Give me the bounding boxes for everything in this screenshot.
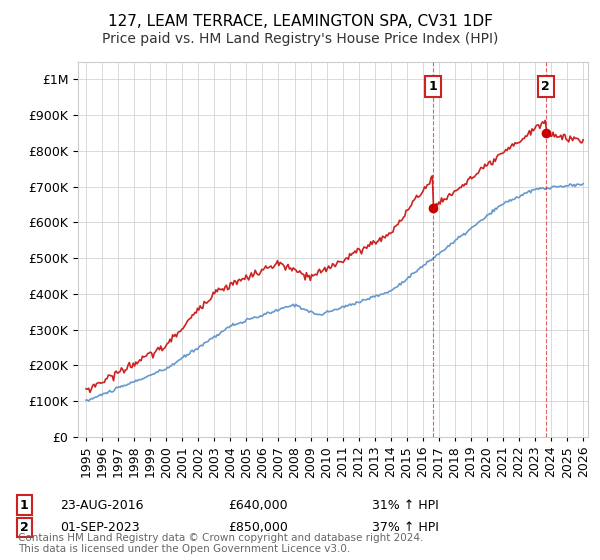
Text: 2: 2 [20,521,28,534]
Text: £640,000: £640,000 [228,498,287,512]
Text: Price paid vs. HM Land Registry's House Price Index (HPI): Price paid vs. HM Land Registry's House … [102,32,498,46]
Text: 31% ↑ HPI: 31% ↑ HPI [372,498,439,512]
Text: 23-AUG-2016: 23-AUG-2016 [60,498,143,512]
Text: 01-SEP-2023: 01-SEP-2023 [60,521,140,534]
Text: 37% ↑ HPI: 37% ↑ HPI [372,521,439,534]
Text: 1: 1 [429,80,437,93]
Text: 1: 1 [20,498,28,512]
Text: 2: 2 [541,80,550,93]
Text: £850,000: £850,000 [228,521,288,534]
Text: 127, LEAM TERRACE, LEAMINGTON SPA, CV31 1DF: 127, LEAM TERRACE, LEAMINGTON SPA, CV31 … [107,14,493,29]
Text: Contains HM Land Registry data © Crown copyright and database right 2024.
This d: Contains HM Land Registry data © Crown c… [18,533,424,554]
